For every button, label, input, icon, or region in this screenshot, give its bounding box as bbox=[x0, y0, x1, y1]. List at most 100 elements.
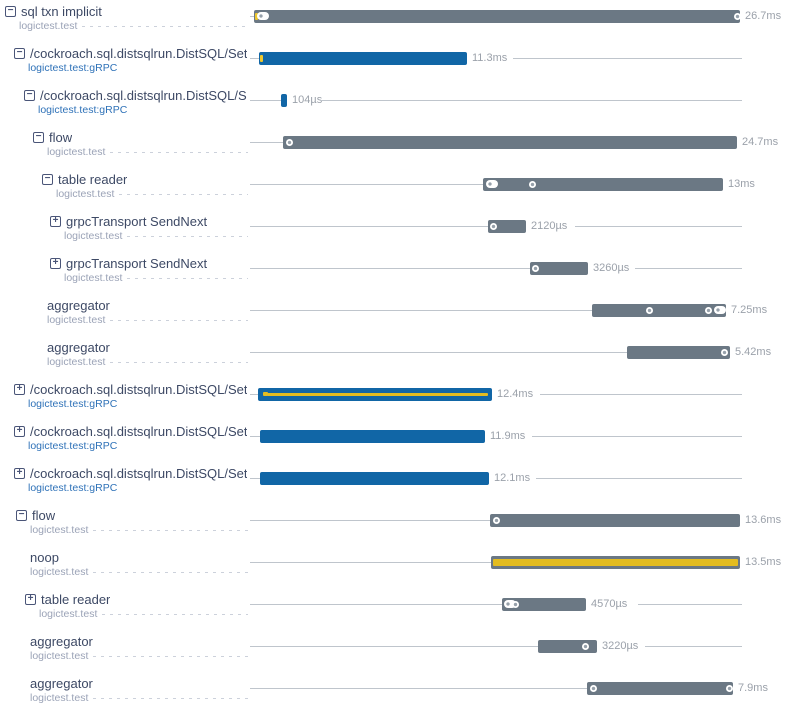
span-bar[interactable] bbox=[254, 10, 740, 23]
span-timeline: 5.42ms bbox=[250, 340, 786, 378]
span-service-line: logictest.test bbox=[0, 649, 250, 662]
span-row[interactable]: aggregator logictest.test 5.42ms bbox=[0, 338, 786, 380]
expand-icon[interactable]: + bbox=[25, 594, 36, 605]
trail-line bbox=[575, 226, 742, 227]
span-service-line: logictest.test bbox=[0, 145, 250, 158]
span-row[interactable]: − flow logictest.test 13.6ms bbox=[0, 506, 786, 548]
span-title: aggregator bbox=[47, 340, 110, 355]
leader-dash-line bbox=[110, 152, 248, 153]
span-bar[interactable] bbox=[260, 430, 485, 443]
span-event-marker bbox=[255, 13, 258, 20]
span-duration-label: 12.4ms bbox=[497, 388, 534, 400]
leader-dash-line bbox=[93, 656, 248, 657]
span-bar[interactable] bbox=[259, 52, 467, 65]
span-bar[interactable] bbox=[283, 136, 737, 149]
span-row[interactable]: − /cockroach.sql.distsqlrun.DistSQL/Set … bbox=[0, 44, 786, 86]
lead-line bbox=[250, 646, 538, 647]
span-timeline: 3220µs bbox=[250, 634, 786, 672]
span-row[interactable]: + grpcTransport SendNext logictest.test … bbox=[0, 212, 786, 254]
span-service-line: logictest.test bbox=[0, 355, 250, 368]
lead-line bbox=[250, 604, 502, 605]
span-row[interactable]: aggregator logictest.test 7.9ms bbox=[0, 674, 786, 716]
span-service: logictest.test bbox=[47, 145, 106, 158]
expand-icon[interactable]: + bbox=[14, 384, 25, 395]
span-row[interactable]: aggregator logictest.test 7.25ms bbox=[0, 296, 786, 338]
intent-stripe bbox=[267, 393, 488, 396]
span-row[interactable]: + table reader logictest.test 4570µs bbox=[0, 590, 786, 632]
span-label-zone: aggregator logictest.test bbox=[0, 676, 250, 714]
collapse-icon[interactable]: − bbox=[24, 90, 35, 101]
expand-icon[interactable]: + bbox=[50, 216, 61, 227]
span-bar[interactable] bbox=[627, 346, 730, 359]
span-title-line: + /cockroach.sql.distsqlrun.DistSQL/Set bbox=[0, 424, 250, 439]
leader-dash-line bbox=[82, 26, 248, 27]
span-label-zone: − table reader logictest.test bbox=[0, 172, 250, 210]
collapse-icon[interactable]: − bbox=[16, 510, 27, 521]
span-row[interactable]: + /cockroach.sql.distsqlrun.DistSQL/Set … bbox=[0, 380, 786, 422]
span-bar[interactable] bbox=[592, 304, 726, 317]
span-row[interactable]: − sql txn implicit logictest.test 26.7ms bbox=[0, 2, 786, 44]
span-service-line: logictest.test bbox=[0, 271, 250, 284]
lead-line bbox=[250, 268, 530, 269]
leader-dash-line bbox=[110, 320, 248, 321]
span-event-marker bbox=[263, 392, 268, 396]
leader-dash-line bbox=[119, 194, 248, 195]
collapse-icon[interactable]: − bbox=[5, 6, 16, 17]
lead-line bbox=[250, 100, 281, 101]
span-label-zone: − flow logictest.test bbox=[0, 130, 250, 168]
span-title: /cockroach.sql.distsqlrun.DistSQL/S bbox=[40, 88, 247, 103]
span-service[interactable]: logictest.test:gRPC bbox=[38, 103, 128, 116]
span-row[interactable]: − table reader logictest.test 13ms bbox=[0, 170, 786, 212]
collapse-icon[interactable]: − bbox=[33, 132, 44, 143]
span-title: /cockroach.sql.distsqlrun.DistSQL/Set bbox=[30, 466, 248, 481]
span-event-marker bbox=[721, 349, 728, 356]
span-service[interactable]: logictest.test:gRPC bbox=[28, 481, 118, 494]
span-label-zone: + /cockroach.sql.distsqlrun.DistSQL/Set … bbox=[0, 382, 250, 420]
span-timeline: 26.7ms bbox=[250, 4, 786, 42]
span-row[interactable]: aggregator logictest.test 3220µs bbox=[0, 632, 786, 674]
span-bar[interactable] bbox=[530, 262, 588, 275]
span-service[interactable]: logictest.test:gRPC bbox=[28, 397, 118, 410]
span-row[interactable]: + /cockroach.sql.distsqlrun.DistSQL/Set … bbox=[0, 422, 786, 464]
span-row[interactable]: − flow logictest.test 24.7ms bbox=[0, 128, 786, 170]
expand-icon[interactable]: + bbox=[14, 468, 25, 479]
span-row[interactable]: + grpcTransport SendNext logictest.test … bbox=[0, 254, 786, 296]
span-timeline: 7.25ms bbox=[250, 298, 786, 336]
span-bar[interactable] bbox=[490, 514, 740, 527]
collapse-icon[interactable]: − bbox=[42, 174, 53, 185]
span-service-line: logictest.test:gRPC bbox=[0, 397, 250, 410]
span-service-line: logictest.test bbox=[0, 229, 250, 242]
collapse-icon[interactable]: − bbox=[14, 48, 25, 59]
span-event-marker bbox=[582, 643, 589, 650]
span-bar[interactable] bbox=[587, 682, 733, 695]
span-title: table reader bbox=[41, 592, 111, 607]
span-service[interactable]: logictest.test:gRPC bbox=[28, 61, 118, 74]
span-title-line: − flow bbox=[0, 508, 250, 523]
span-bar[interactable] bbox=[260, 472, 489, 485]
span-bar[interactable] bbox=[258, 388, 492, 401]
leader-dash-line bbox=[93, 530, 248, 531]
span-bar[interactable] bbox=[483, 178, 723, 191]
lead-line bbox=[250, 394, 258, 395]
span-service[interactable]: logictest.test:gRPC bbox=[28, 439, 118, 452]
span-service: logictest.test bbox=[30, 523, 89, 536]
span-label-zone: noop logictest.test bbox=[0, 550, 250, 588]
span-bar[interactable] bbox=[488, 220, 526, 233]
span-service-line: logictest.test bbox=[0, 607, 250, 620]
expand-icon[interactable]: + bbox=[50, 258, 61, 269]
span-bar[interactable] bbox=[502, 598, 586, 611]
span-row[interactable]: + /cockroach.sql.distsqlrun.DistSQL/Set … bbox=[0, 464, 786, 506]
span-bar[interactable] bbox=[491, 556, 740, 569]
lead-line bbox=[250, 142, 283, 143]
span-event-marker bbox=[705, 307, 712, 314]
expand-icon[interactable]: + bbox=[14, 426, 25, 437]
span-timeline: 4570µs bbox=[250, 592, 786, 630]
span-row[interactable]: noop logictest.test 13.5ms bbox=[0, 548, 786, 590]
span-timeline: 11.3ms bbox=[250, 46, 786, 84]
span-service: logictest.test bbox=[64, 271, 123, 284]
span-row[interactable]: − /cockroach.sql.distsqlrun.DistSQL/S lo… bbox=[0, 86, 786, 128]
span-title: grpcTransport SendNext bbox=[66, 256, 208, 271]
span-title: aggregator bbox=[30, 676, 93, 691]
span-bar[interactable] bbox=[281, 94, 287, 107]
span-duration-label: 4570µs bbox=[591, 598, 628, 610]
